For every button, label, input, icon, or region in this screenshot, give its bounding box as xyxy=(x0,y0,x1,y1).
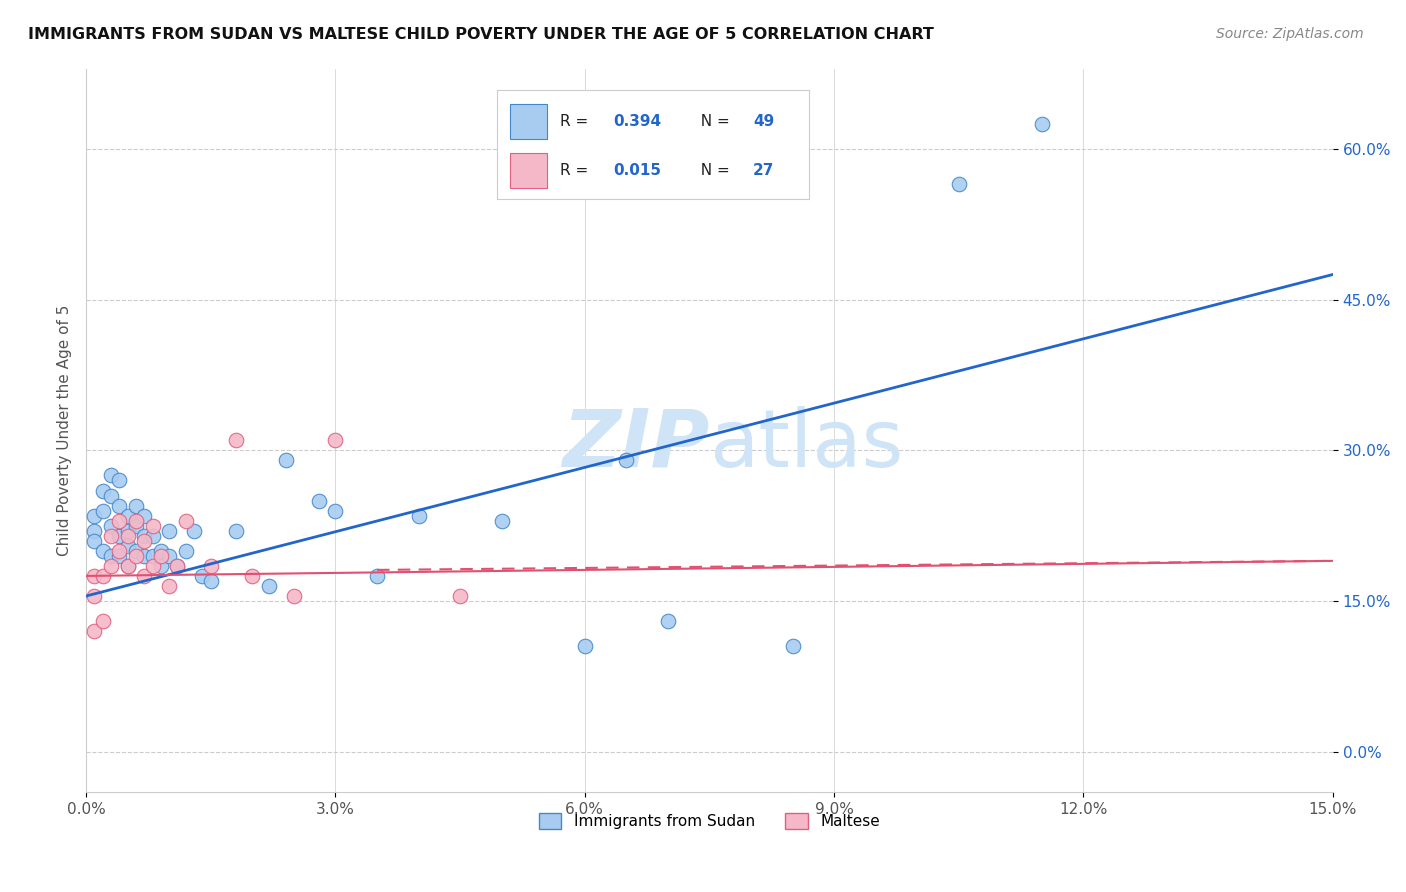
Point xyxy=(134,508,156,523)
Text: Source: ZipAtlas.com: Source: ZipAtlas.com xyxy=(1216,27,1364,41)
Point xyxy=(325,503,347,517)
Point xyxy=(117,539,139,553)
Point xyxy=(125,549,148,563)
Point xyxy=(149,558,172,573)
Point xyxy=(100,529,122,543)
Point xyxy=(108,499,131,513)
Point xyxy=(108,529,131,543)
Point xyxy=(149,549,172,563)
Point xyxy=(125,544,148,558)
Point xyxy=(449,589,471,603)
Point xyxy=(134,549,156,563)
Point xyxy=(166,558,188,573)
Point xyxy=(91,569,114,583)
Point xyxy=(200,574,222,588)
Point xyxy=(408,508,430,523)
Point xyxy=(108,474,131,488)
Point xyxy=(366,569,388,583)
Point xyxy=(83,533,105,548)
Point xyxy=(149,544,172,558)
Point xyxy=(91,614,114,628)
Point xyxy=(91,544,114,558)
Point xyxy=(108,514,131,528)
Point xyxy=(614,453,637,467)
Point xyxy=(134,529,156,543)
Point xyxy=(83,524,105,538)
Point xyxy=(142,558,165,573)
Point xyxy=(157,579,180,593)
Point xyxy=(157,549,180,563)
Point xyxy=(134,533,156,548)
Point xyxy=(142,518,165,533)
Y-axis label: Child Poverty Under the Age of 5: Child Poverty Under the Age of 5 xyxy=(58,304,72,556)
Point xyxy=(166,558,188,573)
Point xyxy=(117,558,139,573)
Point xyxy=(100,468,122,483)
Point xyxy=(142,549,165,563)
Point xyxy=(240,569,263,583)
Point xyxy=(491,514,513,528)
Point xyxy=(225,524,247,538)
Point xyxy=(117,529,139,543)
Point xyxy=(183,524,205,538)
Point xyxy=(142,529,165,543)
Point xyxy=(782,640,804,654)
Legend: Immigrants from Sudan, Maltese: Immigrants from Sudan, Maltese xyxy=(533,806,886,835)
Point xyxy=(83,589,105,603)
Point xyxy=(274,453,297,467)
Point xyxy=(117,508,139,523)
Text: atlas: atlas xyxy=(710,406,904,483)
Point xyxy=(125,514,148,528)
Point xyxy=(108,544,131,558)
Point xyxy=(157,524,180,538)
Point xyxy=(117,558,139,573)
Point xyxy=(91,503,114,517)
Point xyxy=(91,483,114,498)
Point xyxy=(117,524,139,538)
Point xyxy=(100,518,122,533)
Point xyxy=(134,569,156,583)
Point xyxy=(308,493,330,508)
Point xyxy=(225,434,247,448)
Point xyxy=(100,489,122,503)
Point xyxy=(657,614,679,628)
Point xyxy=(100,558,122,573)
Text: ZIP: ZIP xyxy=(562,406,710,483)
Point xyxy=(574,640,596,654)
Point xyxy=(108,549,131,563)
Point xyxy=(200,558,222,573)
Point xyxy=(1031,117,1053,131)
Point xyxy=(174,544,197,558)
Point xyxy=(948,177,970,191)
Point xyxy=(325,434,347,448)
Point xyxy=(100,549,122,563)
Point xyxy=(83,508,105,523)
Point xyxy=(125,499,148,513)
Point xyxy=(125,518,148,533)
Text: IMMIGRANTS FROM SUDAN VS MALTESE CHILD POVERTY UNDER THE AGE OF 5 CORRELATION CH: IMMIGRANTS FROM SUDAN VS MALTESE CHILD P… xyxy=(28,27,934,42)
Point xyxy=(283,589,305,603)
Point xyxy=(83,624,105,639)
Point xyxy=(191,569,214,583)
Point xyxy=(174,514,197,528)
Point xyxy=(83,569,105,583)
Point xyxy=(257,579,280,593)
